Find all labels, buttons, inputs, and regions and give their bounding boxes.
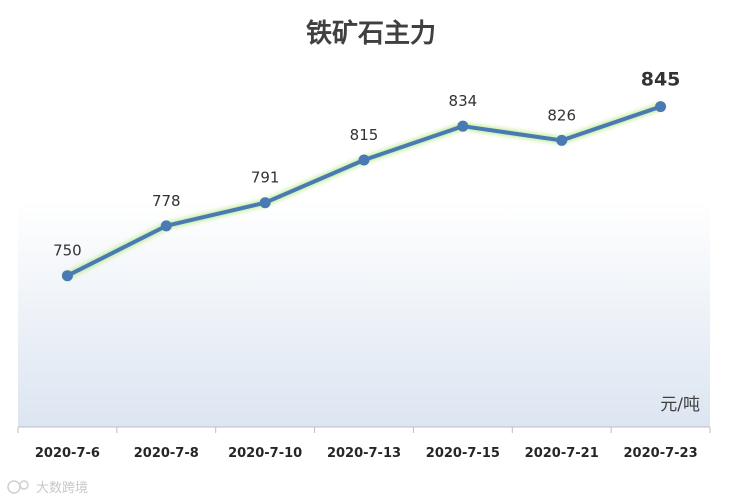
data-label: 750 — [53, 242, 82, 260]
data-points — [61, 101, 667, 282]
x-tick-label: 2020-7-15 — [426, 446, 500, 461]
data-label: 845 — [641, 69, 681, 91]
unit-label: 元/吨 — [660, 395, 700, 415]
watermark-logo-icon — [7, 480, 21, 494]
data-label: 826 — [547, 106, 576, 124]
data-point — [259, 197, 271, 209]
data-point — [655, 101, 667, 113]
x-tick-label: 2020-7-10 — [228, 446, 302, 461]
data-point — [457, 120, 469, 132]
x-tick-label: 2020-7-23 — [624, 446, 698, 461]
x-tick-label: 2020-7-21 — [525, 446, 599, 461]
x-tick-label: 2020-7-13 — [327, 446, 401, 461]
data-point — [61, 270, 73, 282]
x-axis-ticks — [17, 427, 711, 433]
data-point — [358, 154, 370, 166]
chart-title: 铁矿石主力 — [306, 18, 436, 49]
data-label: 815 — [350, 126, 379, 144]
plot-area-background — [18, 200, 710, 427]
x-axis-labels: 2020-7-6 2020-7-8 2020-7-10 2020-7-13 2020-7… — [35, 446, 698, 461]
data-label: 778 — [152, 192, 181, 210]
data-label: 791 — [251, 169, 280, 187]
x-tick-label: 2020-7-6 — [35, 446, 100, 461]
watermark-text: 大数跨境 — [36, 481, 88, 496]
watermark: 大数跨境 — [7, 480, 88, 496]
data-point — [556, 134, 568, 146]
x-tick-label: 2020-7-8 — [134, 446, 199, 461]
data-point — [160, 220, 172, 232]
data-labels: 750 778 791 815 834 826 845 — [53, 69, 680, 260]
data-label: 834 — [449, 92, 478, 110]
